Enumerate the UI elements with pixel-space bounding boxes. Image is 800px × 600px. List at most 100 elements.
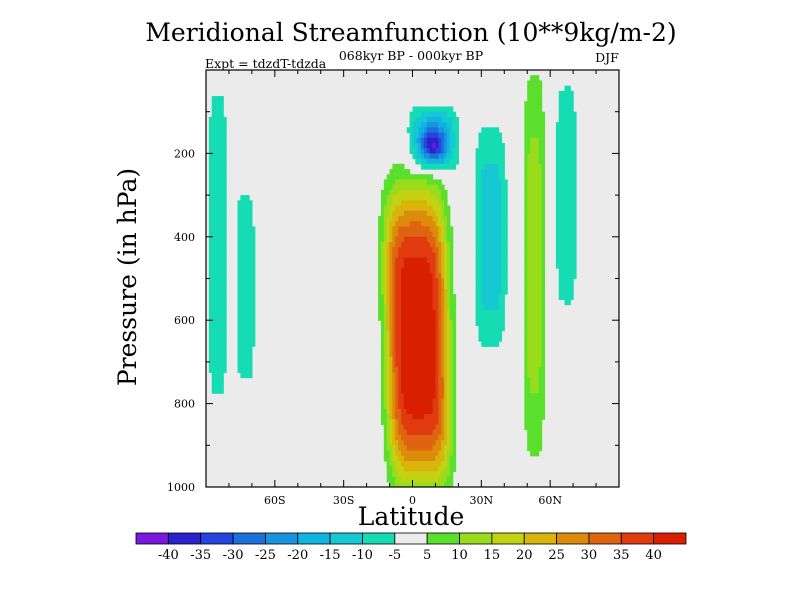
contour-cell	[432, 377, 437, 384]
contour-cell	[527, 169, 531, 175]
contour-cell	[530, 153, 534, 160]
contour-cell	[444, 460, 448, 467]
contour-cell	[573, 257, 577, 264]
contour-cell	[484, 335, 488, 342]
contour-cell	[243, 200, 247, 207]
contour-cell	[220, 96, 224, 102]
contour-cell	[524, 189, 528, 196]
contour-cell	[532, 393, 537, 399]
contour-cell	[401, 288, 405, 295]
contour-cell	[211, 221, 216, 227]
contour-cell	[564, 90, 568, 97]
contour-cell	[398, 262, 402, 269]
contour-cell	[423, 252, 428, 259]
contour-cell	[423, 398, 428, 405]
contour-cell	[389, 408, 394, 415]
contour-cell	[435, 460, 439, 467]
contour-cell	[423, 226, 428, 233]
contour-cell	[444, 283, 448, 290]
contour-cell	[220, 189, 224, 196]
colorbar-swatch	[523, 532, 557, 545]
contour-cell	[421, 351, 425, 358]
contour-cell	[412, 226, 416, 233]
contour-cell	[223, 346, 227, 353]
contour-cell	[217, 309, 221, 316]
contour-cell	[449, 137, 454, 144]
contour-cell	[449, 278, 454, 285]
contour-cell	[395, 179, 399, 186]
contour-cell	[220, 221, 224, 227]
contour-cell	[386, 387, 391, 394]
contour-cell	[432, 111, 437, 118]
contour-cell	[527, 304, 531, 311]
contour-cell	[561, 148, 566, 154]
contour-cell	[527, 346, 531, 353]
contour-cell	[415, 132, 419, 139]
contour-cell	[567, 210, 571, 217]
contour-cell	[432, 424, 437, 431]
contour-cell	[538, 335, 543, 342]
contour-cell	[429, 288, 434, 295]
contour-cell	[412, 268, 416, 274]
contour-cell	[524, 408, 528, 415]
contour-cell	[415, 335, 419, 342]
contour-cell	[383, 273, 388, 280]
contour-cell	[444, 372, 448, 379]
contour-cell	[412, 299, 416, 306]
contour-cell	[220, 304, 224, 311]
contour-cell	[435, 195, 439, 201]
contour-cell	[423, 163, 428, 170]
contour-cell	[406, 221, 411, 227]
contour-cell	[527, 325, 531, 332]
contour-cell	[217, 247, 221, 254]
contour-cell	[378, 299, 382, 306]
contour-cell	[418, 393, 422, 399]
contour-cell	[432, 158, 437, 165]
contour-cell	[217, 294, 221, 300]
contour-cell	[240, 247, 244, 254]
contour-cell	[223, 288, 227, 295]
contour-cell	[237, 221, 242, 227]
contour-cell	[415, 351, 419, 358]
contour-cell	[446, 440, 451, 446]
contour-cell	[398, 268, 402, 274]
contour-cell	[421, 163, 425, 170]
contour-cell	[401, 361, 405, 368]
contour-cell	[401, 377, 405, 384]
contour-cell	[444, 257, 448, 264]
contour-cell	[415, 403, 419, 410]
contour-cell	[530, 163, 534, 170]
contour-cell	[527, 382, 531, 389]
contour-cell	[555, 189, 560, 196]
contour-cell	[478, 273, 482, 280]
contour-cell	[211, 101, 216, 108]
contour-cell	[418, 372, 422, 379]
contour-cell	[426, 158, 431, 165]
contour-cell	[380, 189, 385, 196]
contour-cell	[217, 169, 221, 175]
contour-cell	[237, 215, 242, 222]
contour-cell	[426, 393, 431, 399]
contour-cell	[561, 96, 566, 102]
contour-cell	[446, 111, 451, 118]
contour-cell	[240, 341, 244, 347]
contour-cell	[415, 288, 419, 295]
contour-cell	[223, 257, 227, 264]
contour-cell	[217, 372, 221, 379]
contour-cell	[421, 189, 425, 196]
contour-cell	[504, 252, 508, 259]
contour-cell	[487, 283, 491, 290]
contour-cell	[395, 403, 399, 410]
contour-cell	[418, 314, 422, 321]
contour-cell	[452, 455, 457, 462]
contour-cell	[530, 445, 534, 452]
contour-cell	[501, 247, 505, 254]
contour-cell	[446, 247, 451, 254]
contour-cell	[532, 205, 537, 212]
contour-cell	[392, 466, 396, 472]
contour-cell	[223, 163, 227, 170]
contour-cell	[438, 434, 442, 441]
contour-cell	[504, 247, 508, 254]
contour-cell	[561, 273, 566, 280]
contour-cell	[444, 288, 448, 295]
